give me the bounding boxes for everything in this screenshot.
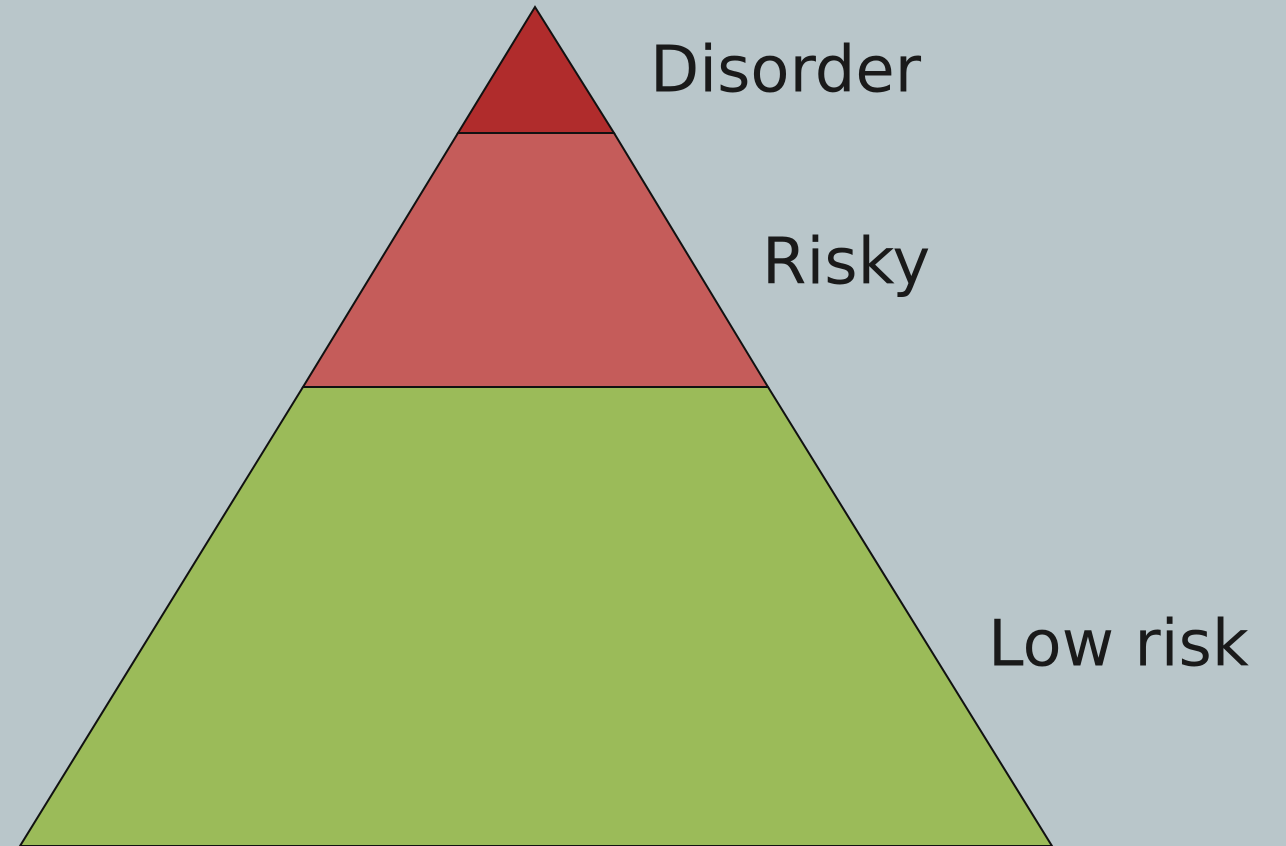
level-label: Disorder bbox=[650, 34, 922, 108]
level-label: Low risk bbox=[988, 608, 1249, 682]
disorder-layer bbox=[456, 5, 616, 134]
level-label: Risky bbox=[762, 226, 930, 300]
